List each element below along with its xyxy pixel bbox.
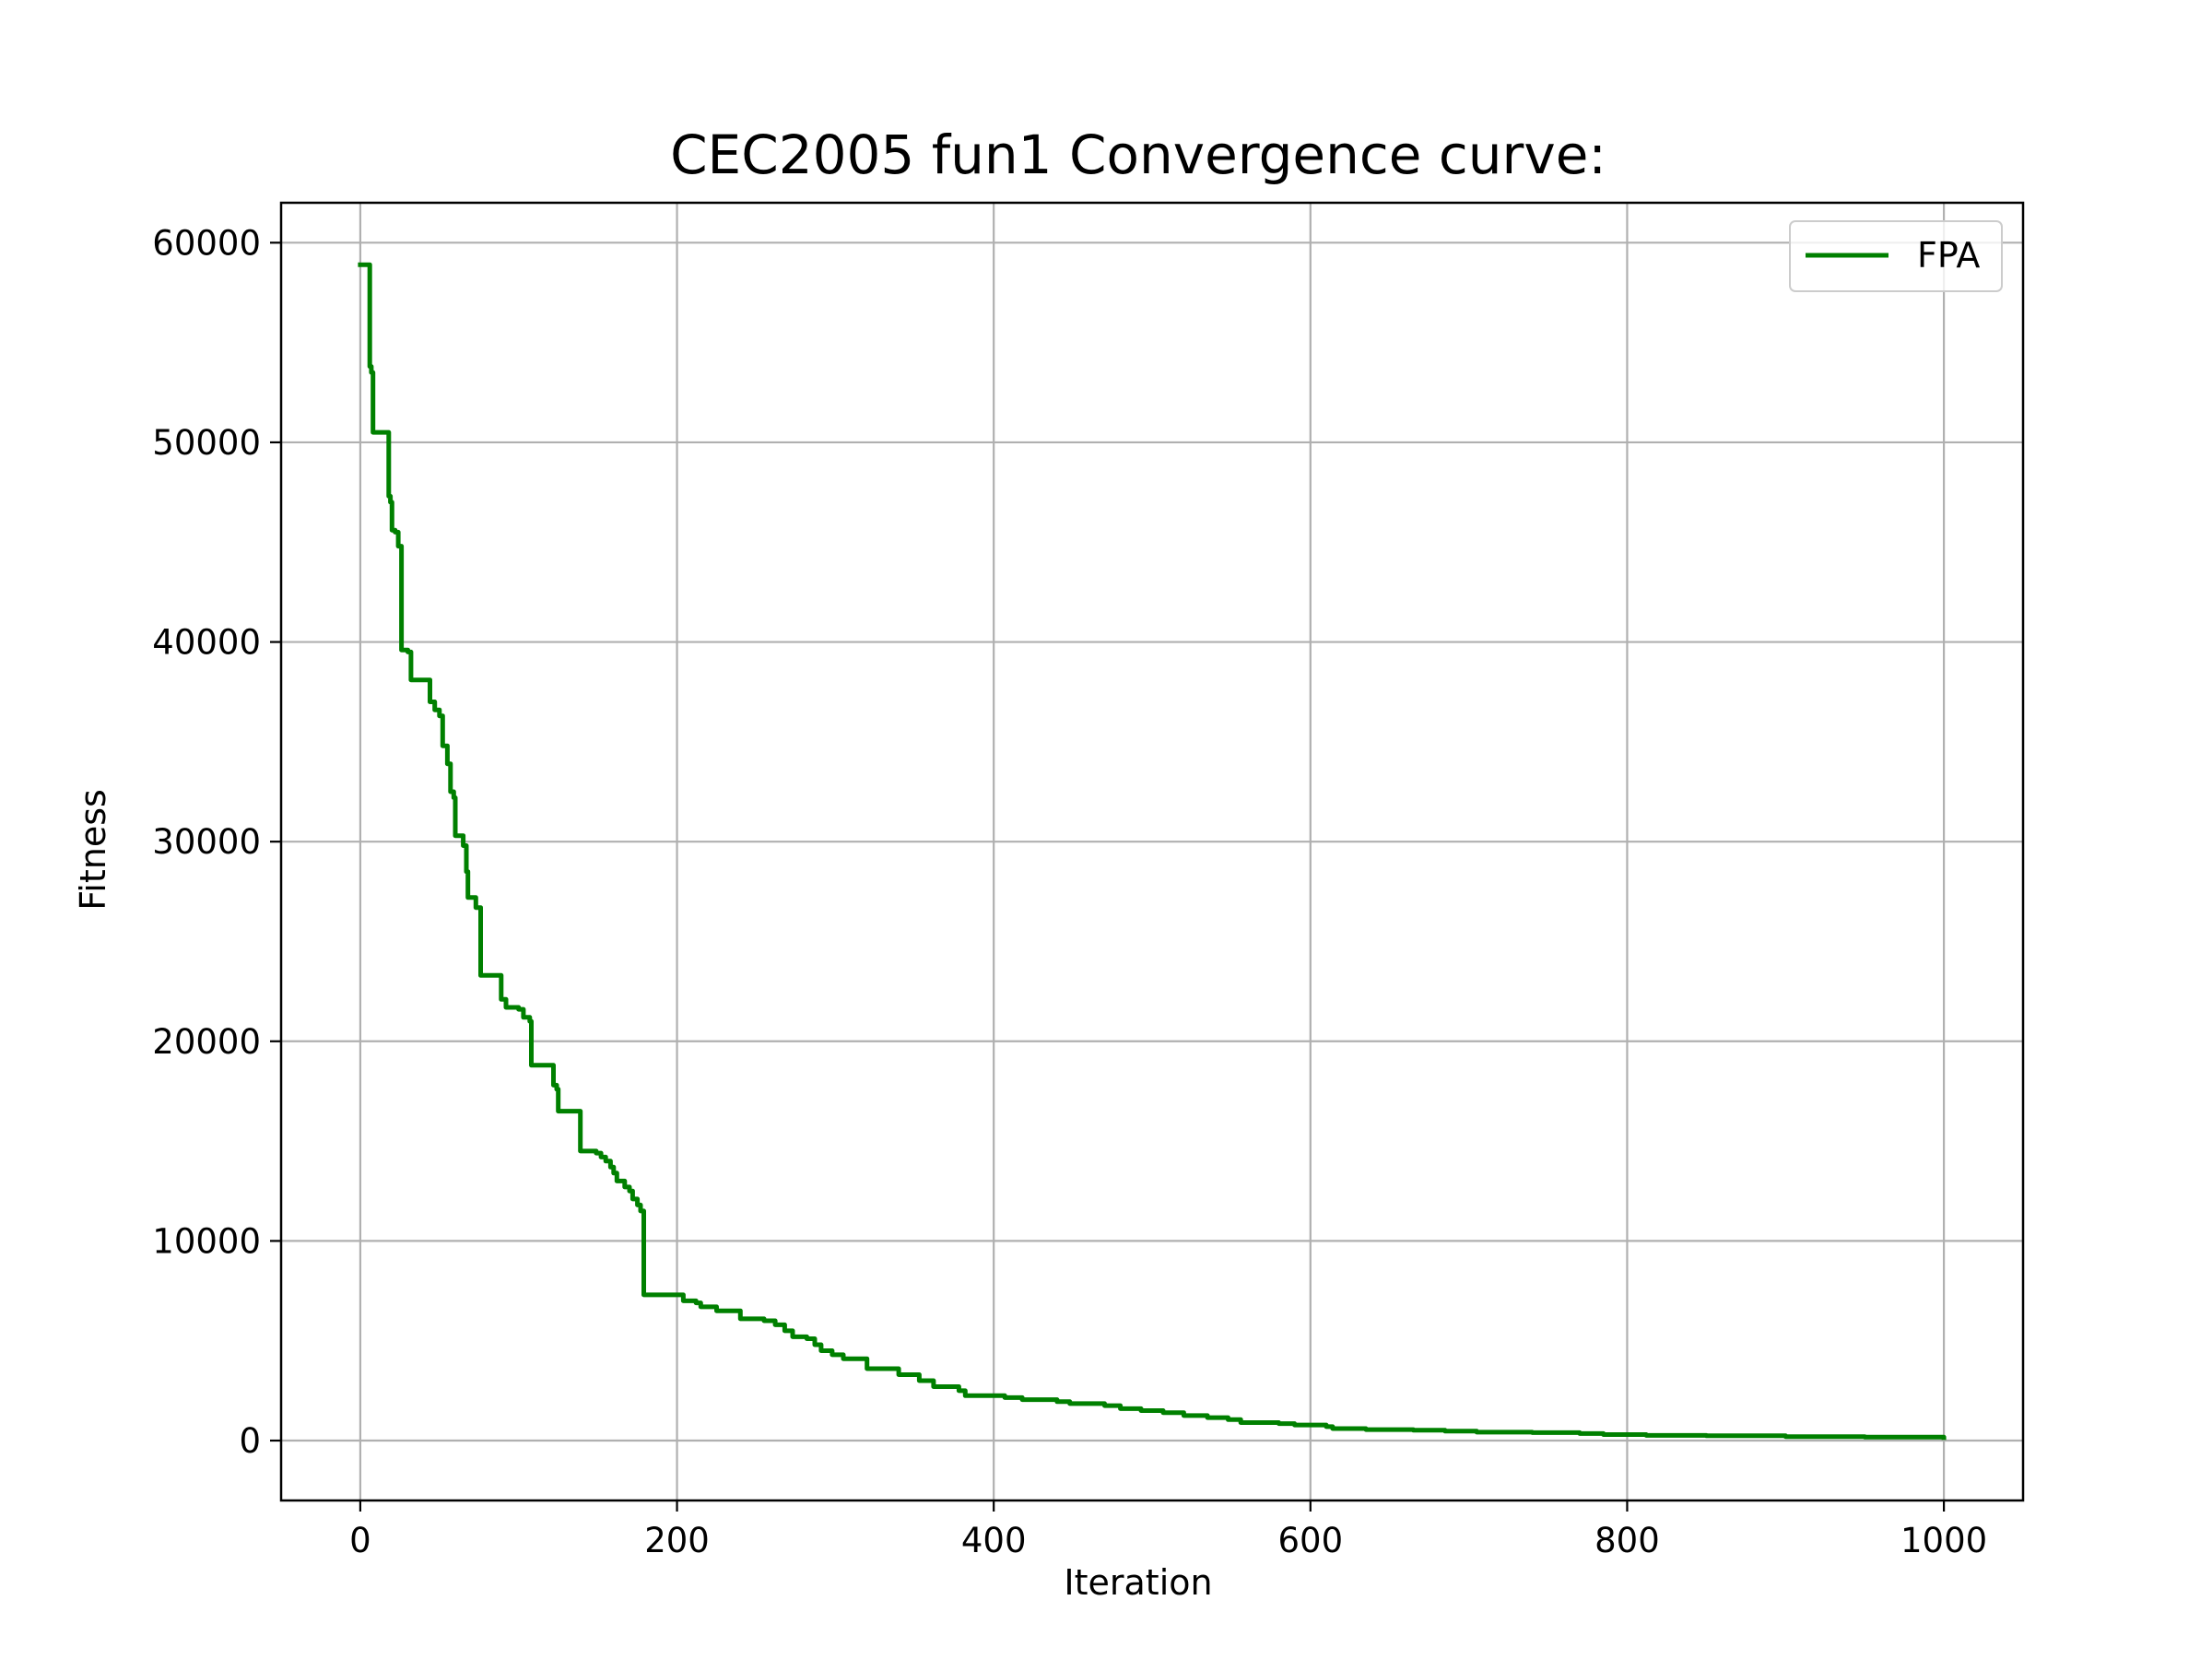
y-tick-label: 60000 bbox=[152, 223, 261, 263]
series-layer bbox=[358, 262, 1947, 1441]
series-line-fpa bbox=[358, 262, 1947, 1441]
x-tick-label: 400 bbox=[961, 1521, 1027, 1560]
chart-title: CEC2005 fun1 Convergence curve: bbox=[670, 124, 1606, 186]
y-tick-label: 50000 bbox=[152, 423, 261, 463]
plot-frame bbox=[279, 201, 2025, 1502]
x-axis-label: Iteration bbox=[1064, 1562, 1212, 1603]
legend-box bbox=[1789, 220, 2003, 292]
x-tick-label: 1000 bbox=[1900, 1521, 1987, 1560]
y-tick-label: 40000 bbox=[152, 623, 261, 663]
legend: FPA bbox=[1789, 220, 2003, 292]
y-tick-label: 0 bbox=[239, 1421, 261, 1461]
x-tick-label: 800 bbox=[1594, 1521, 1660, 1560]
y-tick-label: 30000 bbox=[152, 822, 261, 862]
x-tick-label: 0 bbox=[349, 1521, 371, 1560]
y-tick-label: 20000 bbox=[152, 1022, 261, 1062]
y-axis-label: Fitness bbox=[73, 789, 113, 911]
y-tick-label: 10000 bbox=[152, 1221, 261, 1261]
x-tick-label: 600 bbox=[1278, 1521, 1344, 1560]
legend-label-fpa: FPA bbox=[1917, 235, 1980, 276]
grid-layer bbox=[281, 203, 2023, 1500]
tick-layer: 0 200 400 600 800 100001000020000300004000050… bbox=[152, 223, 1987, 1560]
x-tick-label: 200 bbox=[644, 1521, 710, 1560]
